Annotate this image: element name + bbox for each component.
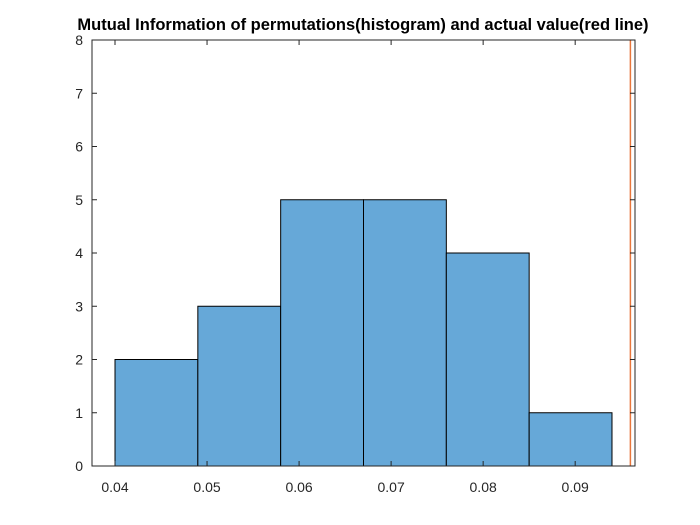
x-tick-label: 0.04 xyxy=(101,479,128,495)
histogram-bar xyxy=(197,305,282,467)
histogram-bar xyxy=(445,252,530,467)
y-axis-ticks: 0 1 2 3 4 5 6 7 8 xyxy=(75,32,635,474)
y-tick-label: 7 xyxy=(75,85,83,101)
chart-title: Mutual Information of permutations(histo… xyxy=(77,16,648,34)
y-tick-label: 8 xyxy=(75,32,83,48)
x-tick-label: 0.07 xyxy=(377,479,404,495)
y-tick-label: 4 xyxy=(75,245,83,261)
histogram-bar xyxy=(114,359,199,467)
x-tick-label: 0.08 xyxy=(470,479,497,495)
histogram-bar xyxy=(363,199,447,467)
y-tick-label: 0 xyxy=(75,458,83,474)
histogram-bar xyxy=(280,199,364,467)
y-tick-label: 6 xyxy=(75,139,83,155)
histogram-bars xyxy=(114,199,613,467)
y-tick-label: 1 xyxy=(75,405,83,421)
y-tick-label: 3 xyxy=(75,298,83,314)
x-tick-label: 0.09 xyxy=(562,479,589,495)
histogram-bar xyxy=(528,412,613,467)
x-tick-label: 0.06 xyxy=(285,479,312,495)
y-tick-label: 2 xyxy=(75,352,83,368)
y-tick-label: 5 xyxy=(75,192,83,208)
x-axis-ticks: 0.04 0.05 0.06 0.07 0.08 0.09 xyxy=(101,40,589,495)
x-tick-label: 0.05 xyxy=(193,479,220,495)
